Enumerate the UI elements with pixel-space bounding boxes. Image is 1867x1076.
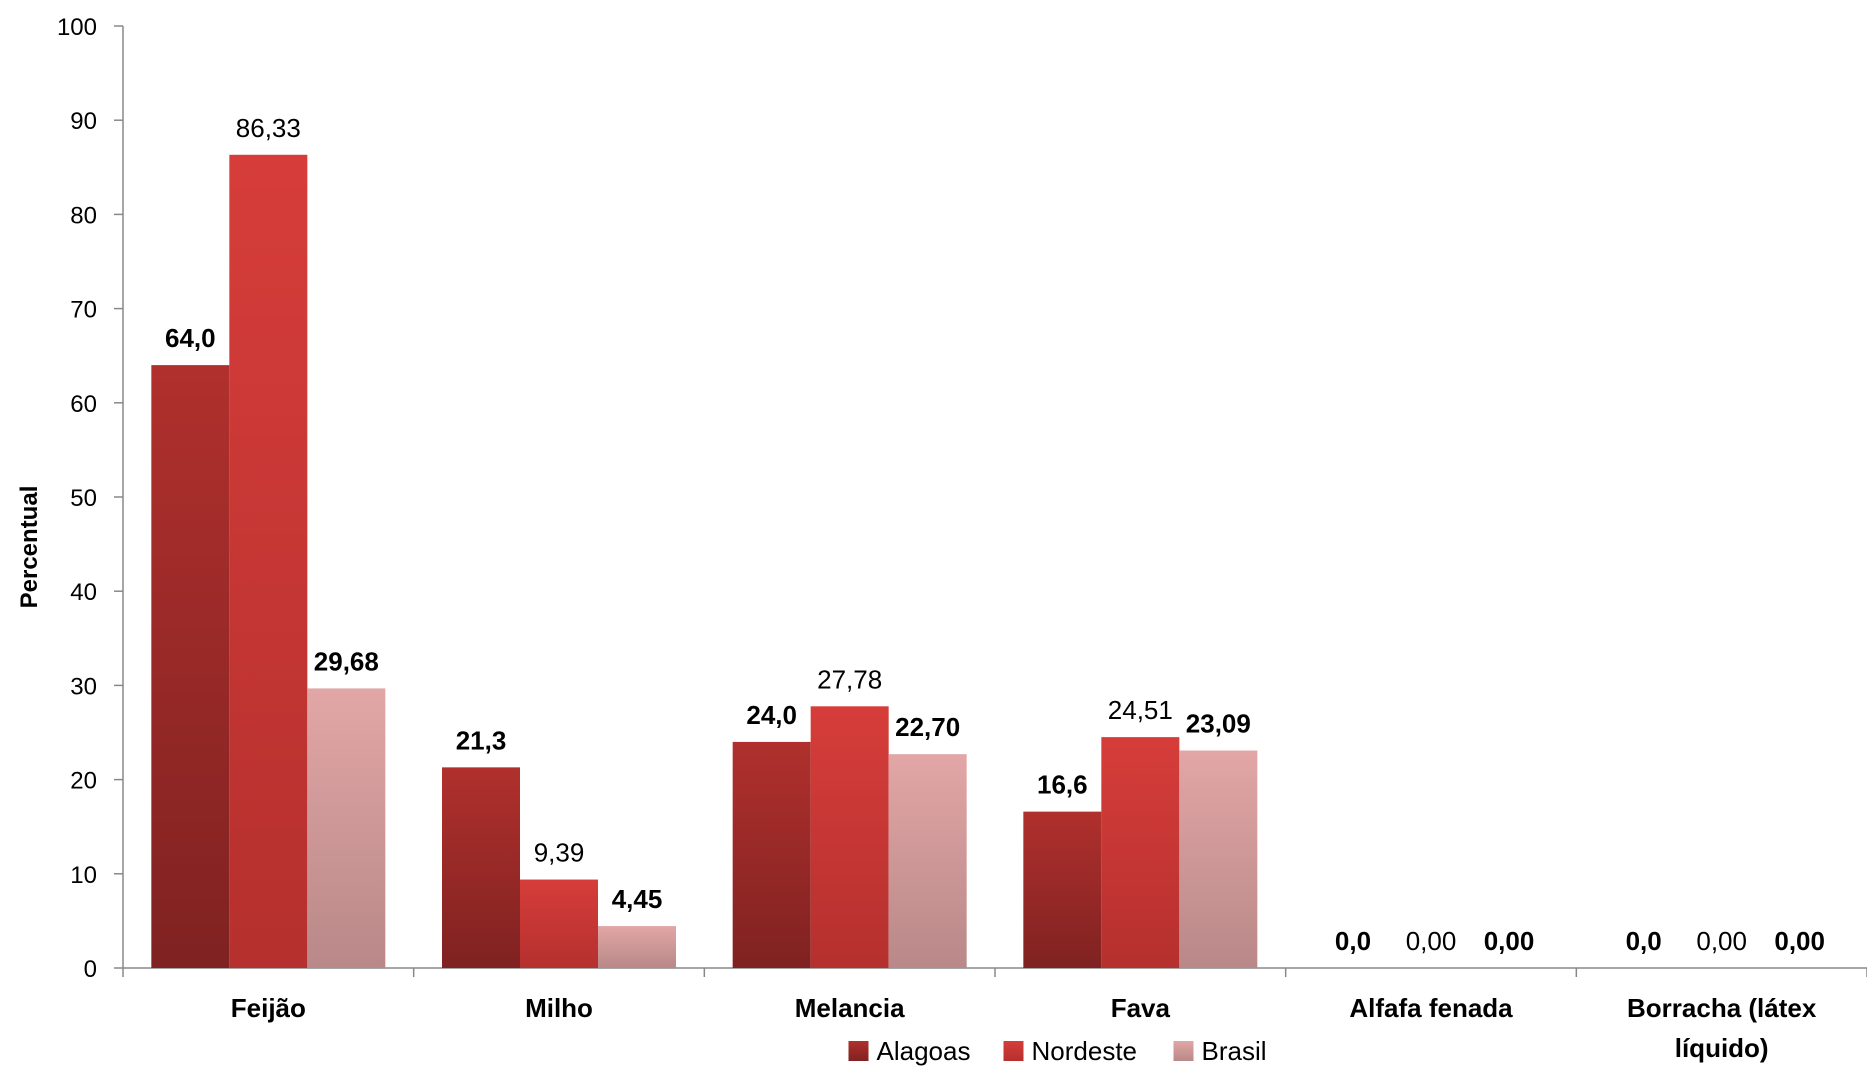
y-axis-title: Percentual: [16, 486, 43, 609]
bar-brasil: [307, 688, 386, 968]
legend-swatch-brasil: [1173, 1041, 1194, 1061]
y-tick-label: 50: [70, 485, 97, 512]
data-label: 0,00: [1774, 926, 1825, 956]
bar-alagoas: [442, 767, 520, 968]
category-label: Milho: [525, 993, 593, 1023]
y-tick-label: 100: [57, 14, 97, 41]
data-label: 9,39: [534, 838, 585, 868]
legend-swatch-nordeste: [1003, 1041, 1024, 1061]
bar-alagoas: [732, 741, 811, 968]
plot-area: [123, 26, 1867, 968]
data-label: 23,09: [1186, 708, 1251, 738]
y-tick-label: 80: [70, 202, 97, 229]
legend: Alagoas Nordeste Brasil: [848, 1036, 1267, 1066]
bar-brasil: [1179, 750, 1258, 968]
y-tick-label: 60: [70, 391, 97, 418]
category-label: Alfafa fenada: [1349, 993, 1513, 1023]
data-label: 0,00: [1406, 926, 1457, 956]
y-axis: 0 10 20 30 40 50 60 70 80 90 100: [57, 14, 124, 983]
data-label: 0,0: [1626, 926, 1662, 956]
data-label: 86,33: [236, 113, 301, 143]
category-label: líquido): [1675, 1033, 1769, 1063]
y-tick-label: 40: [70, 579, 97, 606]
x-axis: Feijão Milho Melancia Fava Alfafa fenada Borr…: [122, 967, 1867, 1063]
category-label: Melancia: [795, 993, 905, 1023]
data-labels: 64,0 86,33 29,68 21,3 9,39 4,45 24,0 27,78 22,70…: [165, 113, 1825, 956]
data-label: 24,0: [746, 700, 797, 730]
bar-alagoas: [151, 365, 230, 968]
bar-nordeste: [520, 879, 598, 968]
data-label: 16,6: [1037, 770, 1088, 800]
data-label: 64,0: [165, 323, 216, 353]
legend-label: Brasil: [1202, 1036, 1267, 1066]
y-tick-label: 30: [70, 673, 97, 700]
data-label: 27,78: [817, 664, 882, 694]
y-tick-label: 70: [70, 297, 97, 324]
bar-brasil: [598, 926, 676, 968]
category-label: Borracha (látex: [1627, 993, 1817, 1023]
legend-label: Nordeste: [1032, 1036, 1138, 1066]
data-label: 4,45: [612, 884, 663, 914]
bar-nordeste: [1101, 737, 1180, 968]
bar-nordeste: [810, 706, 889, 968]
legend-label: Alagoas: [877, 1036, 971, 1066]
data-label: 22,70: [895, 712, 960, 742]
y-tick-label: 0: [84, 956, 97, 983]
data-label: 0,00: [1696, 926, 1747, 956]
data-label: 0,00: [1484, 926, 1535, 956]
category-label: Feijão: [231, 993, 306, 1023]
y-tick-label: 90: [70, 108, 97, 135]
bars: [151, 154, 1258, 969]
data-label: 0,0: [1335, 926, 1371, 956]
bar-brasil: [888, 754, 967, 968]
y-tick-label: 20: [70, 768, 97, 795]
bar-alagoas: [1023, 811, 1102, 968]
bar-nordeste: [229, 154, 308, 969]
legend-swatch-alagoas: [848, 1041, 869, 1061]
category-label: Fava: [1111, 993, 1171, 1023]
y-tick-label: 10: [70, 862, 97, 889]
data-label: 24,51: [1108, 695, 1173, 725]
data-label: 29,68: [314, 646, 379, 676]
data-label: 21,3: [456, 725, 507, 755]
